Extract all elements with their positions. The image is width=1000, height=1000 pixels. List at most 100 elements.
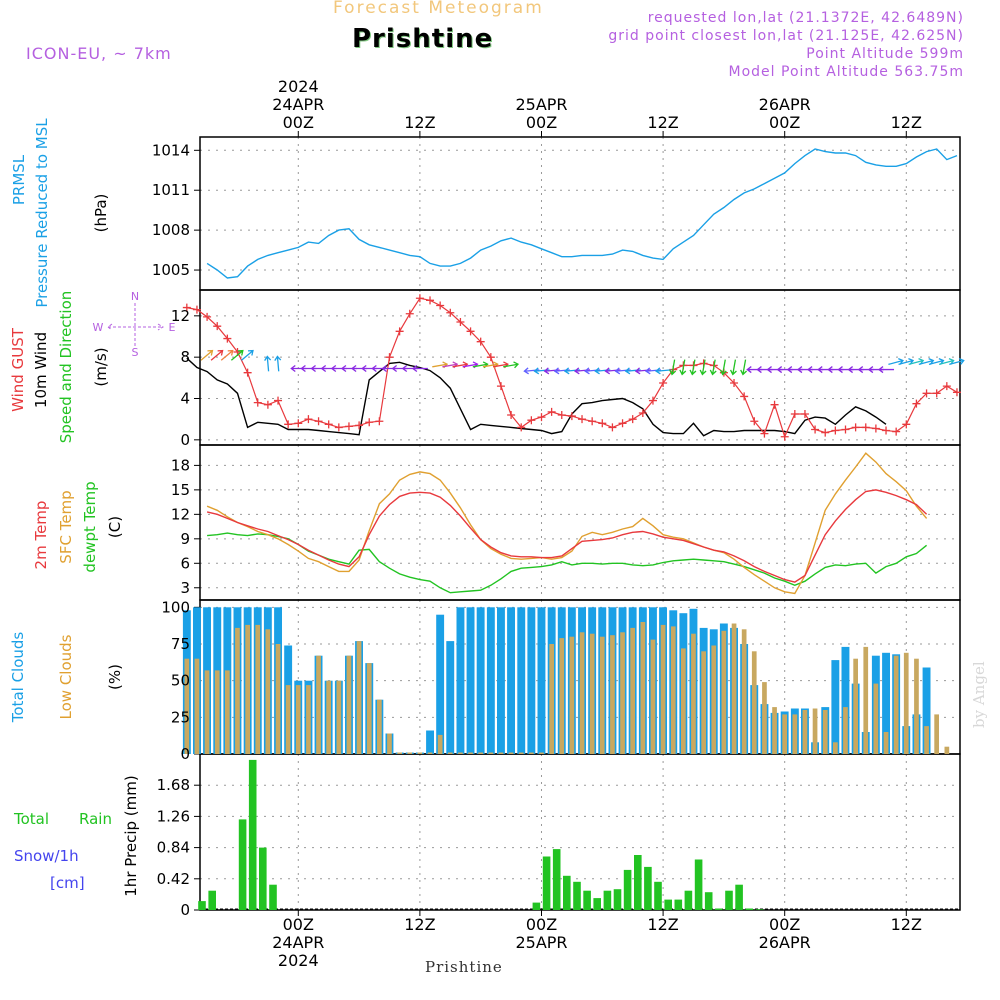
low-cloud-bar (589, 633, 595, 754)
low-cloud-bar (356, 641, 362, 754)
low-cloud-bar (569, 636, 575, 754)
gust-marker (355, 421, 364, 430)
low-cloud-bar (620, 632, 625, 754)
label-layer: 1005 1008 1011 1014 0 4 8 12 3 6 9 12 15 18 0 25 50 75 100… (9, 77, 922, 970)
top-hour-label: 00Z (526, 113, 557, 132)
gust-marker (466, 327, 475, 336)
gust-marker (182, 303, 191, 312)
y-tick-label: 0.42 (157, 870, 190, 888)
precip-rain-label: Rain (79, 810, 112, 828)
wind-arrow-shape (669, 359, 677, 376)
y-tick-label: 50 (171, 672, 190, 690)
wind-arrow-shape (949, 358, 965, 366)
low-cloud-bar (336, 680, 342, 754)
gust-marker (446, 308, 455, 317)
low-cloud-bar (255, 624, 261, 754)
total-cloud-bar (831, 660, 840, 754)
wind-arrow (220, 349, 234, 361)
gust-marker (243, 368, 252, 377)
wind-arrow-shape (503, 361, 520, 369)
total-cloud-bar (497, 607, 505, 754)
bottom-city-label: Prishtine (425, 958, 503, 976)
gust-marker (851, 423, 860, 432)
precip-bar (532, 902, 541, 910)
wind-arrow-shape (679, 359, 687, 376)
wind-arrow-shape (230, 349, 244, 361)
compass-e: E (169, 321, 176, 334)
low-cloud-bar (741, 629, 747, 754)
top-hour-label: 00Z (769, 113, 800, 132)
low-cloud-bar (822, 710, 828, 754)
top-hour-label: 12Z (404, 113, 435, 132)
gust-marker (314, 417, 323, 426)
model-label: ICON-EU, ~ 7km (26, 44, 172, 63)
gust-marker (608, 423, 617, 432)
y-tick-label: 75 (171, 635, 190, 653)
wind-arrow (719, 359, 727, 376)
gust-marker (588, 417, 597, 426)
wind-arrow-shape (604, 367, 621, 375)
sfc-temp-label: SFC Temp (57, 490, 75, 563)
gust-marker (203, 312, 212, 321)
direction-label: Speed and Direction (57, 291, 75, 444)
gust-marker (770, 400, 779, 409)
gust-marker (496, 382, 505, 391)
bottom-hour-label: 12Z (647, 915, 678, 934)
low-cloud-bar (660, 624, 666, 754)
precip-bar (694, 859, 703, 910)
low-cloud-bar (670, 626, 676, 754)
wind-arrow (604, 367, 621, 375)
y-tick-label: 1005 (152, 261, 190, 279)
low-cloud-bar (873, 683, 879, 754)
wind-arrow (241, 349, 254, 361)
low-cloud-bar (599, 636, 605, 754)
total-cloud-bar (537, 607, 546, 754)
bottom-hour-label: 00Z (526, 915, 557, 934)
low-cloud-bar (245, 624, 250, 754)
top-date-label: 25APR (515, 95, 567, 114)
low-cloud-bar (225, 670, 230, 754)
gust-marker (638, 408, 647, 417)
bottom-date-label: 24APR (272, 933, 324, 952)
y-tick-label: 100 (161, 598, 190, 616)
precip-bar (542, 856, 551, 910)
precip-bar (248, 759, 257, 910)
gust-marker (405, 309, 414, 318)
gust-marker (263, 400, 272, 409)
wind-arrow-shape (634, 367, 651, 375)
clouds-unit: (%) (106, 664, 124, 690)
gust-marker (578, 415, 587, 424)
low-cloud-bar (529, 752, 534, 754)
bottom-hour-label: 00Z (283, 915, 314, 934)
sfc-temp-line (206, 452, 928, 595)
pressure-label-short: PRMSL (10, 154, 28, 205)
wind-arrow (563, 367, 580, 375)
wind-arrow (594, 367, 611, 375)
low-cloud-bar (944, 746, 950, 754)
precip-cm-label: [cm] (50, 874, 85, 892)
precip-bar (238, 819, 247, 910)
low-cloud-bar (417, 752, 423, 754)
axes-layer (194, 131, 961, 916)
low-cloud-bar (437, 734, 443, 754)
low-cloud-bar (194, 658, 200, 754)
gust-marker (213, 322, 222, 331)
low-cloud-bar (326, 680, 331, 754)
wind-arrow-shape (888, 358, 904, 366)
low-cloud-bar (184, 658, 190, 754)
y-tick-label: 0 (180, 431, 190, 449)
precip-bar (269, 884, 277, 910)
gust-marker (294, 419, 303, 428)
compass-s: S (132, 346, 139, 359)
wind-arrow (709, 359, 717, 376)
bottom-year-label: 2024 (278, 951, 319, 970)
low-cloud-bar (518, 752, 524, 754)
bottom-hour-label: 12Z (404, 915, 435, 934)
wind-arrow (274, 355, 282, 372)
wind-arrow-shape (689, 359, 697, 376)
y-tick-label: 18 (171, 456, 190, 474)
precip-bar (755, 909, 764, 910)
low-cloud-bar (559, 638, 565, 754)
bottom-date-label: 25APR (515, 933, 567, 952)
gust-marker (375, 417, 384, 426)
